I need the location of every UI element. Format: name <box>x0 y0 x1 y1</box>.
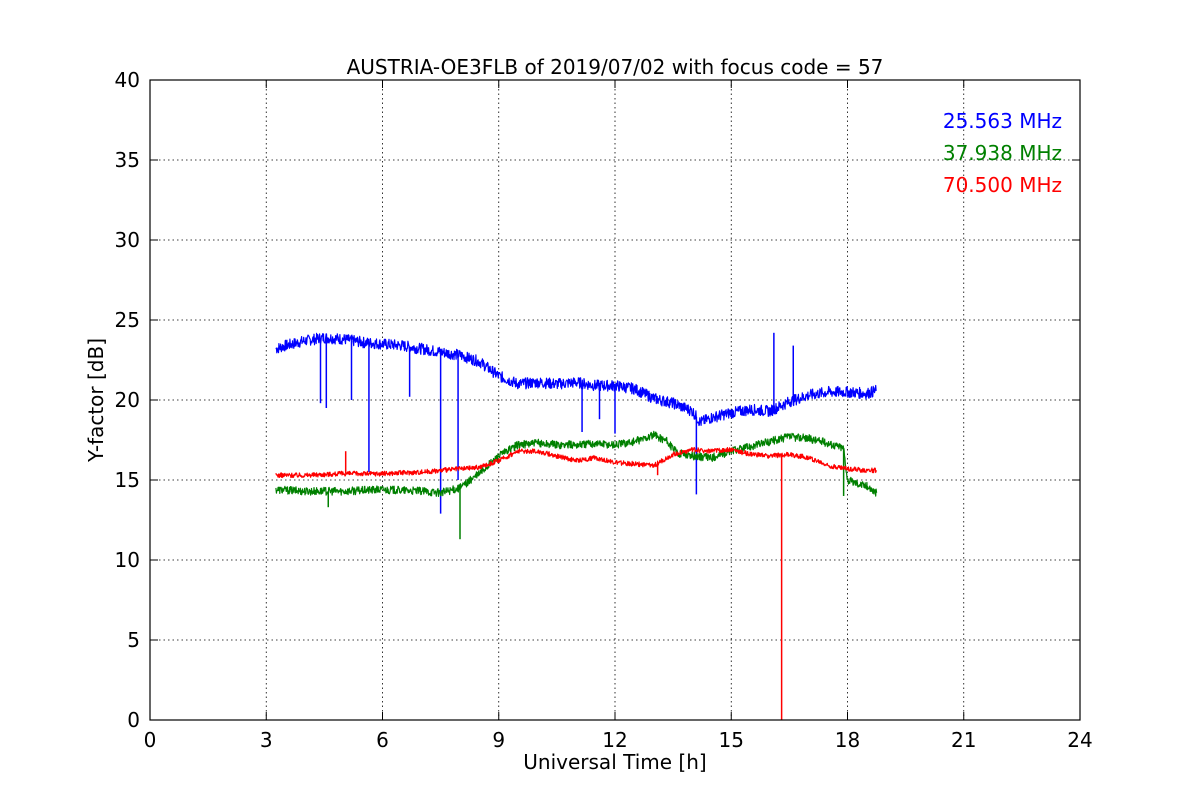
x-tick-label: 18 <box>835 728 860 752</box>
x-tick-label: 15 <box>719 728 744 752</box>
x-tick-label: 9 <box>492 728 505 752</box>
y-tick-label: 35 <box>115 148 140 172</box>
x-tick-label: 12 <box>602 728 627 752</box>
series-line <box>275 430 878 497</box>
x-tick-label: 24 <box>1067 728 1092 752</box>
series-1 <box>275 430 878 540</box>
series-line <box>275 446 878 479</box>
x-axis-label: Universal Time [h] <box>523 750 706 774</box>
y-tick-label: 15 <box>115 468 140 492</box>
y-tick-label: 40 <box>115 68 140 92</box>
x-tick-label: 6 <box>376 728 389 752</box>
y-tick-label: 10 <box>115 548 140 572</box>
x-tick-label: 0 <box>144 728 157 752</box>
y-tick-label: 0 <box>127 708 140 732</box>
y-tick-label: 25 <box>115 308 140 332</box>
y-tick-label: 30 <box>115 228 140 252</box>
y-tick-label: 20 <box>115 388 140 412</box>
legend-entry: 37.938 MHz <box>943 141 1062 165</box>
chart-title: AUSTRIA-OE3FLB of 2019/07/02 with focus … <box>347 55 884 79</box>
legend-entry: 70.500 MHz <box>943 173 1062 197</box>
series-2 <box>275 446 878 720</box>
axis-ticks: 0 3 6 9 12 15 18 21 24 0 5 10 15 20 25 30 35 40 <box>115 68 1093 752</box>
legend-entry: 25.563 MHz <box>943 109 1062 133</box>
y-tick-label: 5 <box>127 628 140 652</box>
legend: 25.563 MHz 37.938 MHz 70.500 MHz <box>943 109 1062 197</box>
y-axis-label: Y-factor [dB] <box>84 338 108 463</box>
x-tick-label: 3 <box>260 728 273 752</box>
plot-series <box>275 332 878 720</box>
series-0 <box>275 332 877 514</box>
x-tick-label: 21 <box>951 728 976 752</box>
series-line <box>275 332 877 427</box>
